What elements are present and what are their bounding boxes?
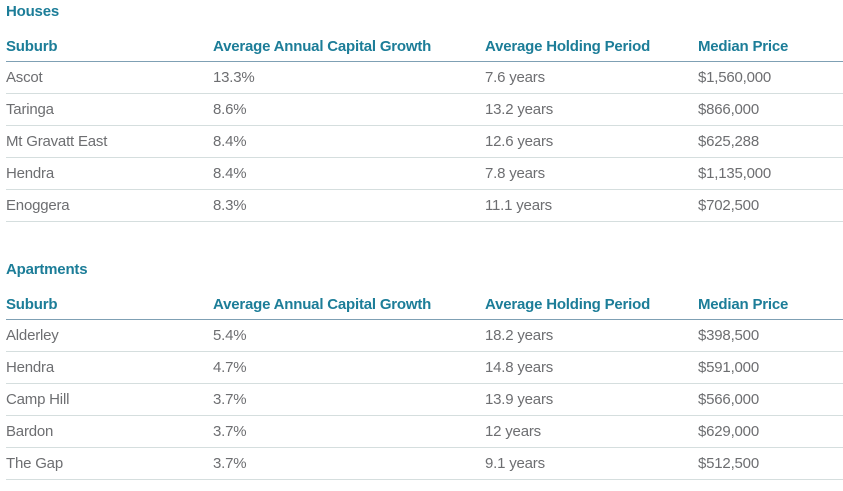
cell-price: $629,000 [698,415,843,448]
cell-growth: 3.7% [213,415,485,448]
column-header-growth: Average Annual Capital Growth [213,39,485,62]
cell-price: $866,000 [698,93,843,126]
cell-suburb: Taringa [6,93,213,126]
cell-suburb: Bardon [6,415,213,448]
cell-price: $398,500 [698,319,843,352]
table-row: Mt Gravatt East 8.4% 12.6 years $625,288 [6,125,843,158]
table-row: Enoggera 8.3% 11.1 years $702,500 [6,189,843,222]
table-header-row: Suburb Average Annual Capital Growth Ave… [6,39,843,62]
page: Houses Suburb Average Annual Capital Gro… [6,4,843,480]
cell-holding: 18.2 years [485,319,698,352]
table-row: Hendra 4.7% 14.8 years $591,000 [6,351,843,384]
cell-price: $591,000 [698,351,843,384]
section-title-houses: Houses [6,3,59,20]
table-header-row: Suburb Average Annual Capital Growth Ave… [6,297,843,320]
cell-growth: 3.7% [213,383,485,416]
column-header-price: Median Price [698,297,843,320]
table-row: The Gap 3.7% 9.1 years $512,500 [6,447,843,480]
cell-holding: 7.8 years [485,157,698,190]
table-row: Taringa 8.6% 13.2 years $866,000 [6,93,843,126]
cell-holding: 9.1 years [485,447,698,480]
cell-suburb: Hendra [6,157,213,190]
cell-growth: 8.4% [213,125,485,158]
cell-holding: 14.8 years [485,351,698,384]
apartments-table: Suburb Average Annual Capital Growth Ave… [6,297,843,480]
cell-price: $1,560,000 [698,61,843,94]
section-houses: Houses Suburb Average Annual Capital Gro… [6,4,843,222]
cell-growth: 4.7% [213,351,485,384]
column-header-suburb: Suburb [6,39,213,62]
cell-holding: 13.9 years [485,383,698,416]
cell-suburb: Mt Gravatt East [6,125,213,158]
table-row: Ascot 13.3% 7.6 years $1,560,000 [6,61,843,94]
cell-price: $625,288 [698,125,843,158]
column-header-price: Median Price [698,39,843,62]
cell-holding: 11.1 years [485,189,698,222]
cell-suburb: Enoggera [6,189,213,222]
cell-holding: 12.6 years [485,125,698,158]
cell-holding: 7.6 years [485,61,698,94]
cell-growth: 3.7% [213,447,485,480]
cell-price: $1,135,000 [698,157,843,190]
table-row: Alderley 5.4% 18.2 years $398,500 [6,319,843,352]
cell-suburb: Hendra [6,351,213,384]
cell-suburb: The Gap [6,447,213,480]
cell-suburb: Ascot [6,61,213,94]
table-row: Bardon 3.7% 12 years $629,000 [6,415,843,448]
cell-suburb: Camp Hill [6,383,213,416]
column-header-growth: Average Annual Capital Growth [213,297,485,320]
cell-price: $512,500 [698,447,843,480]
cell-growth: 8.6% [213,93,485,126]
section-apartments: Apartments Suburb Average Annual Capital… [6,262,843,480]
table-row: Camp Hill 3.7% 13.9 years $566,000 [6,383,843,416]
cell-growth: 13.3% [213,61,485,94]
cell-price: $566,000 [698,383,843,416]
section-title-apartments: Apartments [6,261,88,278]
cell-suburb: Alderley [6,319,213,352]
column-header-suburb: Suburb [6,297,213,320]
cell-growth: 8.3% [213,189,485,222]
cell-growth: 5.4% [213,319,485,352]
column-header-holding: Average Holding Period [485,39,698,62]
cell-holding: 13.2 years [485,93,698,126]
table-row: Hendra 8.4% 7.8 years $1,135,000 [6,157,843,190]
houses-table: Suburb Average Annual Capital Growth Ave… [6,39,843,222]
cell-growth: 8.4% [213,157,485,190]
cell-holding: 12 years [485,415,698,448]
column-header-holding: Average Holding Period [485,297,698,320]
cell-price: $702,500 [698,189,843,222]
